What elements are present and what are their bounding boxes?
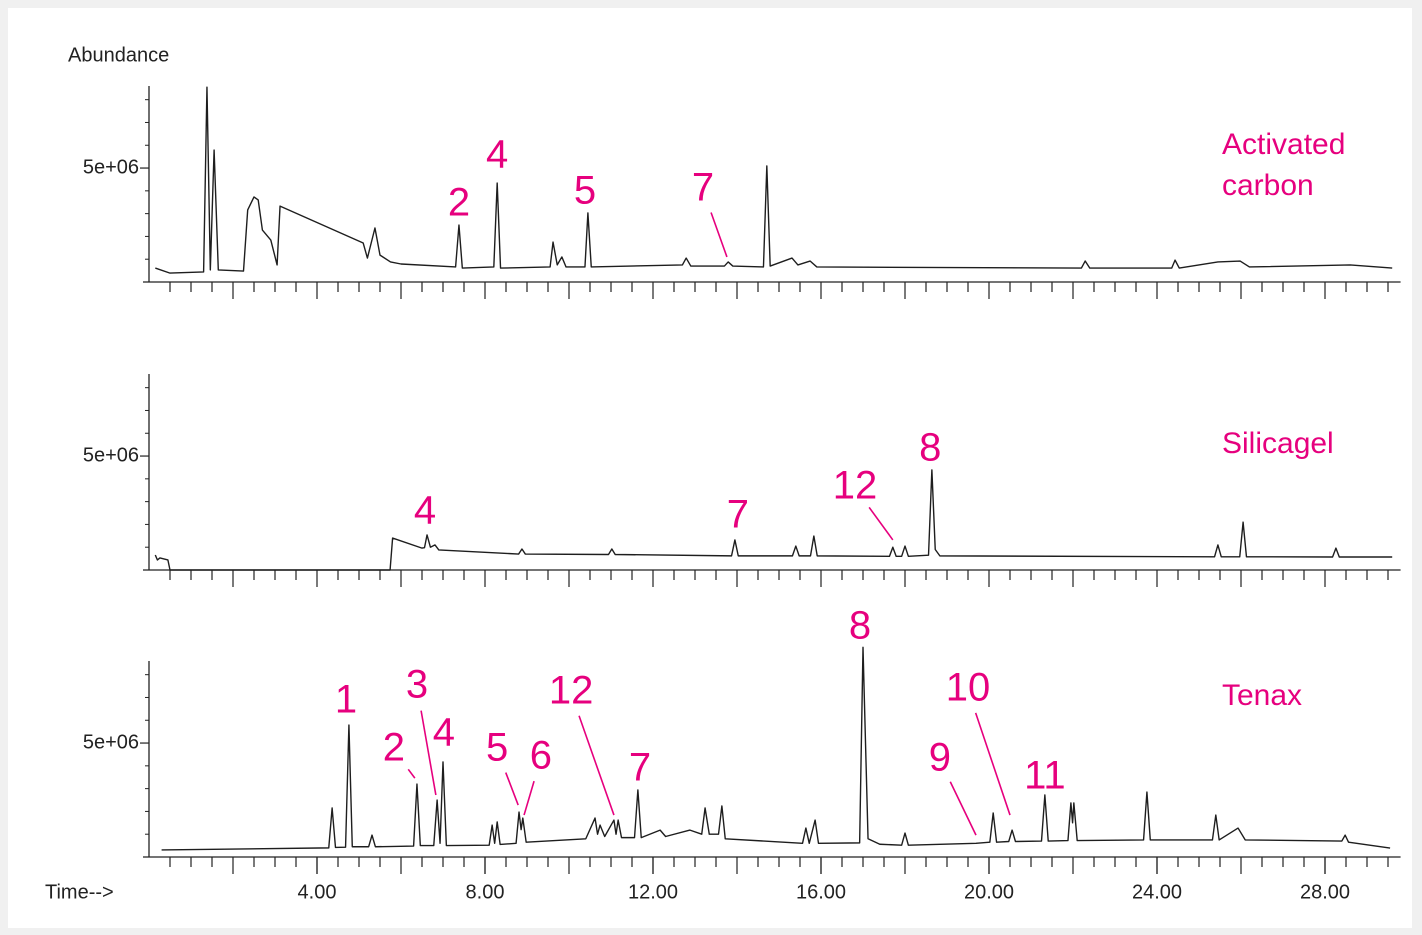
peak-label: 2 — [448, 181, 470, 225]
peak-leader — [420, 710, 437, 796]
peak-label: 3 — [406, 663, 428, 707]
peak-label: 7 — [629, 746, 651, 790]
peak-label: 5 — [486, 726, 508, 770]
peak-label: 12 — [833, 464, 878, 508]
peak-label: 1 — [335, 678, 357, 722]
plot-background — [8, 8, 1412, 928]
peak-label: 4 — [414, 489, 436, 533]
peak-leader — [710, 212, 728, 258]
chromatogram-line — [161, 646, 1391, 851]
peak-leader — [407, 768, 416, 779]
peak-label: 7 — [727, 493, 749, 537]
series-label: Tenax — [1222, 679, 1303, 712]
x-axis-label: Time--> — [45, 881, 114, 903]
peak-leader — [505, 772, 519, 806]
x-tick-label: 4.00 — [298, 881, 337, 903]
x-tick-label: 16.00 — [796, 881, 846, 903]
peak-label: 8 — [849, 604, 871, 648]
x-tick-label: 28.00 — [1300, 881, 1350, 903]
x-tick-label: 8.00 — [466, 881, 505, 903]
x-tick-label: 12.00 — [628, 881, 678, 903]
y-tick-label: 5e+06 — [83, 156, 139, 178]
y-tick-label: 5e+06 — [83, 444, 139, 466]
peak-label: 2 — [383, 726, 405, 770]
peak-leader — [949, 781, 977, 836]
peak-leader — [974, 712, 1011, 816]
y-axis-label: Abundance — [68, 44, 169, 66]
series-label: Silicagel — [1222, 427, 1334, 460]
peak-label: 10 — [946, 666, 991, 710]
chromatogram-line — [155, 86, 1393, 274]
peak-leader — [523, 780, 535, 816]
chromatogram-line — [154, 469, 1393, 571]
peak-label: 9 — [929, 736, 951, 780]
peak-label: 5 — [574, 169, 596, 213]
peak-label: 7 — [692, 165, 714, 209]
peak-leader — [868, 506, 894, 541]
peak-leader — [578, 715, 615, 816]
series-label: Activated carbon — [1222, 128, 1346, 202]
peak-label: 11 — [1024, 754, 1066, 798]
x-tick-label: 24.00 — [1132, 881, 1182, 903]
peak-label: 4 — [486, 133, 508, 177]
x-tick-label: 20.00 — [964, 881, 1014, 903]
peak-label: 6 — [530, 734, 552, 778]
peak-label: 4 — [433, 711, 455, 755]
peak-label: 12 — [549, 669, 594, 713]
peak-label: 8 — [919, 426, 941, 470]
y-tick-label: 5e+06 — [83, 731, 139, 753]
